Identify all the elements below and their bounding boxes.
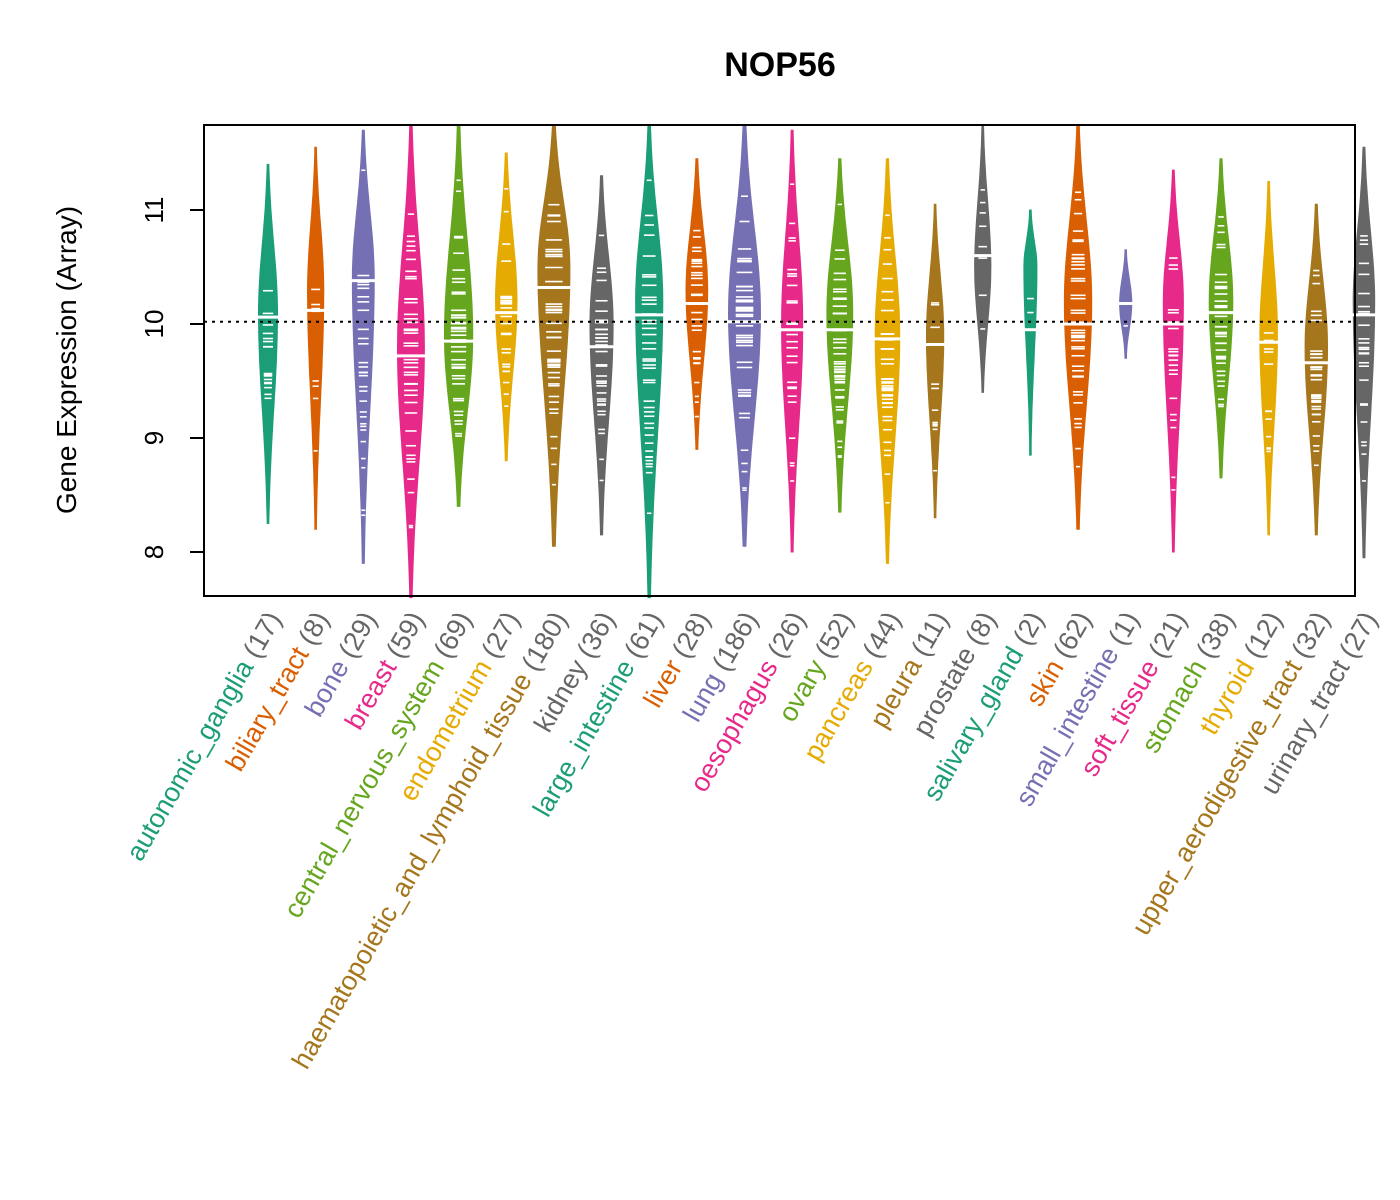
- violin-liver: [684, 158, 710, 450]
- violin-large_intestine: [633, 124, 665, 599]
- violin-endometrium: [493, 152, 519, 462]
- violin-breast: [395, 124, 427, 599]
- violin-small_intestine: [1117, 249, 1134, 359]
- category-labels: autonomic_ganglia (17)biliary_tract (8)b…: [120, 607, 1383, 1074]
- violin-stomach: [1207, 158, 1235, 479]
- y-axis: 8 9 10 11: [139, 197, 204, 559]
- violin-prostate: [972, 124, 993, 393]
- violin-autonomic_ganglia: [256, 163, 280, 524]
- violin-skin: [1062, 124, 1094, 530]
- violin-lung: [726, 124, 763, 547]
- y-tick-label: 11: [139, 197, 169, 224]
- violin-pancreas: [873, 158, 902, 564]
- violin-ovary: [825, 158, 855, 513]
- violin-bone: [350, 129, 377, 564]
- violin-central_nervous_system: [442, 124, 475, 507]
- violin-kidney: [588, 175, 615, 536]
- y-tick-label: 8: [139, 545, 169, 559]
- violin-thyroid: [1257, 181, 1280, 536]
- violin-layer: [256, 124, 1377, 599]
- violin-biliary_tract: [305, 146, 326, 530]
- violin-urinary_tract: [1351, 146, 1377, 559]
- violin-salivary_gland: [1023, 209, 1038, 456]
- plot-frame: [203, 124, 1356, 597]
- y-tick-label: 10: [139, 310, 169, 339]
- violin-haematopoietic_and_lymphoid_tissue: [536, 124, 572, 547]
- y-tick-label: 9: [139, 431, 169, 445]
- violin-upper_aerodigestive_tract: [1303, 203, 1330, 536]
- violin-oesophagus: [779, 129, 805, 553]
- chart-title: NOP56: [724, 46, 836, 84]
- violin-soft_tissue: [1161, 169, 1186, 553]
- violin-pleura: [924, 203, 946, 519]
- y-axis-label: Gene Expression (Array): [51, 206, 82, 514]
